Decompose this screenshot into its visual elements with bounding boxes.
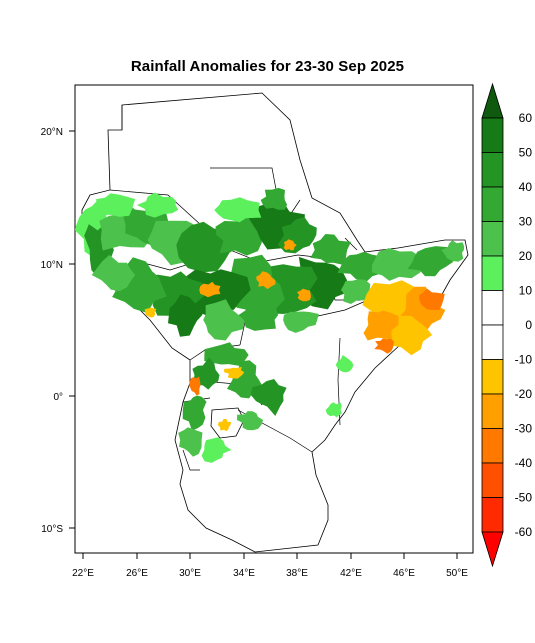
- anomaly-patch: [204, 342, 249, 366]
- colorbar-bin: [481, 462, 504, 498]
- anomaly-patch: [201, 437, 232, 463]
- colorbar-label: 50: [519, 146, 533, 160]
- lon-tick-label: 26°E: [126, 568, 148, 579]
- anomaly-patch: [441, 240, 465, 262]
- colorbar-top-arrow: [481, 82, 504, 119]
- lon-tick-label: 38°E: [286, 568, 308, 579]
- colorbar-label: -30: [515, 422, 533, 436]
- lon-tick-label: 50°E: [446, 568, 468, 579]
- anomaly-patch: [250, 379, 287, 416]
- anomaly-patch: [214, 197, 262, 223]
- anomaly-patch: [168, 294, 203, 337]
- anomaly-patch: [223, 366, 245, 379]
- anomaly-patch: [237, 411, 264, 431]
- anomaly-patch: [335, 355, 354, 373]
- lon-tick-label: 30°E: [179, 568, 201, 579]
- map-area[interactable]: [75, 92, 469, 553]
- colorbar-label: -40: [515, 456, 533, 470]
- anomaly-patch: [123, 209, 180, 248]
- anomaly-patch: [337, 251, 384, 283]
- lon-tick-label: 34°E: [233, 568, 255, 579]
- colorbar-label: -20: [515, 387, 533, 401]
- colorbar-bin: [481, 497, 504, 533]
- colorbar-label: 40: [519, 180, 533, 194]
- anomaly-patch: [363, 310, 399, 341]
- colorbar-bin: [481, 428, 504, 464]
- anomaly-patch: [189, 376, 201, 396]
- anomaly-patch: [238, 297, 279, 331]
- colorbar-bin: [481, 290, 504, 326]
- anomaly-patch: [283, 311, 319, 333]
- anomaly-patch: [296, 288, 311, 302]
- anomaly-patch: [95, 193, 136, 217]
- anomaly-patch: [256, 271, 276, 290]
- anomaly-patch: [246, 200, 305, 250]
- anomaly-patch: [407, 246, 456, 277]
- anomaly-patch: [283, 239, 297, 251]
- colorbar-label: 30: [519, 215, 533, 229]
- colorbar: 60 50 40 30 20 10 0 -10 -20 -30 -40 -50 -60: [481, 82, 533, 568]
- anomaly-patch: [260, 187, 288, 210]
- colorbar-bin: [481, 186, 504, 222]
- colorbar-label: 60: [519, 111, 533, 125]
- colorbar-bin: [481, 255, 504, 291]
- colorbar-label: 20: [519, 249, 533, 263]
- colorbar-label: 10: [519, 284, 533, 298]
- lon-tick-label: 22°E: [72, 568, 94, 579]
- anomaly-patch: [310, 234, 352, 266]
- colorbar-bottom-arrow: [481, 531, 504, 568]
- colorbar-bin: [481, 324, 504, 360]
- anomaly-patch: [203, 299, 245, 341]
- lat-tick-label: 10°N: [41, 260, 63, 271]
- colorbar-label: -50: [515, 491, 533, 505]
- map-axes: 22°E 26°E 30°E 34°E 38°E 42°E 46°E 50°E 20°N 10°N…: [41, 127, 469, 579]
- anomaly-patch: [199, 281, 221, 298]
- anomaly-patch: [136, 192, 179, 218]
- lat-tick-label: 20°N: [41, 127, 63, 138]
- map-title: Rainfall Anomalies for 23-30 Sep 2025: [130, 58, 405, 75]
- anomaly-patch: [182, 395, 207, 431]
- anomaly-patch: [374, 338, 394, 354]
- lon-tick-label: 46°E: [393, 568, 415, 579]
- rainfall-anomaly-layer: [75, 187, 465, 463]
- colorbar-bin: [481, 393, 504, 429]
- colorbar-bin: [481, 359, 504, 395]
- anomaly-patch: [144, 307, 157, 318]
- lat-tick-label: 0°: [53, 392, 63, 403]
- lat-tick-label: 10°S: [41, 524, 63, 535]
- colorbar-label: -10: [515, 353, 533, 367]
- anomaly-patch: [217, 418, 232, 432]
- colorbar-label: -60: [515, 525, 533, 539]
- anomaly-patch: [371, 248, 426, 281]
- anomaly-patch: [178, 427, 203, 457]
- lon-tick-label: 42°E: [340, 568, 362, 579]
- colorbar-bin: [481, 221, 504, 257]
- anomaly-patch: [91, 254, 136, 292]
- colorbar-bin: [481, 152, 504, 188]
- colorbar-label: 0: [525, 318, 532, 332]
- colorbar-bin: [481, 117, 504, 153]
- anomaly-patch: [419, 288, 445, 310]
- anomaly-patch: [325, 402, 342, 418]
